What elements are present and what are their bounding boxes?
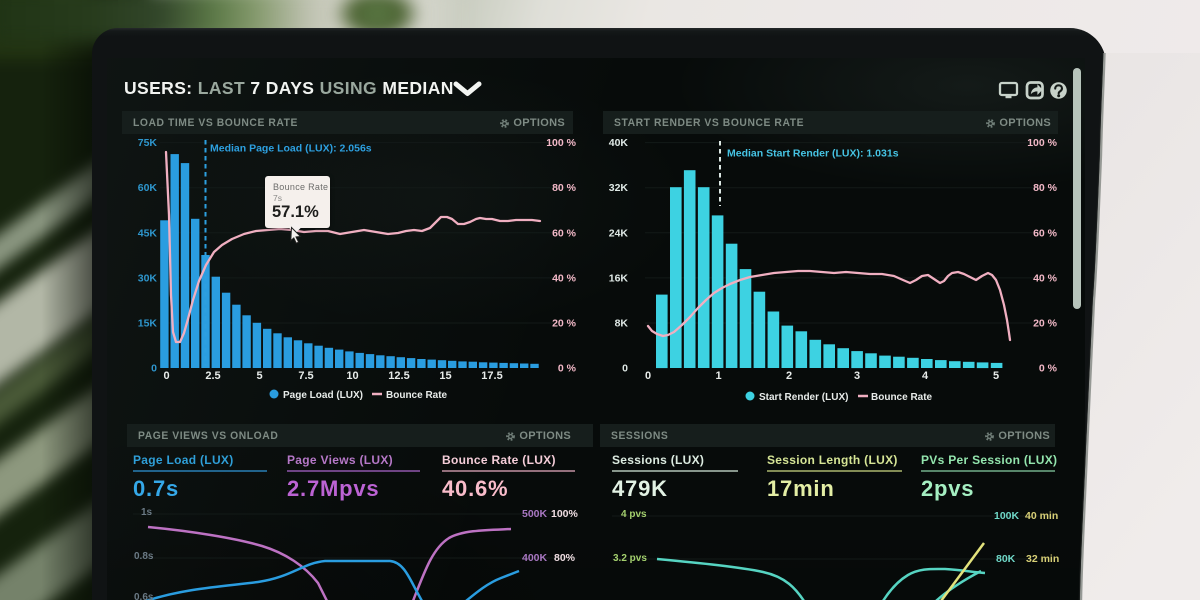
svg-text:0: 0 (645, 370, 651, 382)
svg-text:0 %: 0 % (1039, 363, 1058, 375)
svg-text:60 %: 60 % (552, 227, 577, 239)
svg-text:15: 15 (439, 370, 451, 382)
svg-text:3: 3 (854, 370, 860, 382)
svg-text:7.5: 7.5 (298, 370, 313, 382)
svg-text:0: 0 (151, 363, 157, 375)
svg-text:5: 5 (993, 370, 999, 382)
svg-text:12.5: 12.5 (388, 370, 409, 382)
svg-text:Bounce Rate: Bounce Rate (871, 392, 933, 403)
svg-text:45K: 45K (138, 227, 158, 239)
svg-text:60 %: 60 % (1033, 227, 1058, 239)
svg-text:0 %: 0 % (558, 363, 577, 375)
svg-text:2.5: 2.5 (205, 370, 220, 382)
svg-text:Start Render (LUX): Start Render (LUX) (759, 392, 848, 403)
svg-text:80 %: 80 % (552, 182, 577, 194)
svg-text:5: 5 (256, 370, 262, 382)
svg-text:40K: 40K (609, 137, 629, 149)
svg-text:Median Page Load (LUX): 2.056s: Median Page Load (LUX): 2.056s (210, 143, 372, 155)
svg-text:0: 0 (622, 363, 628, 375)
svg-text:15K: 15K (138, 318, 158, 330)
svg-text:17.5: 17.5 (481, 370, 502, 382)
svg-text:40 %: 40 % (1033, 272, 1058, 284)
svg-text:Page Load (LUX): Page Load (LUX) (283, 390, 363, 401)
svg-text:4: 4 (922, 370, 929, 382)
svg-text:Bounce Rate: Bounce Rate (386, 390, 448, 401)
svg-text:16K: 16K (609, 272, 629, 284)
svg-text:Median Start Render (LUX): 1.0: Median Start Render (LUX): 1.031s (727, 148, 899, 160)
svg-text:80 %: 80 % (1033, 182, 1058, 194)
svg-text:32K: 32K (609, 182, 629, 194)
svg-text:40 %: 40 % (552, 272, 577, 284)
svg-text:1: 1 (715, 370, 721, 382)
svg-text:75K: 75K (138, 137, 158, 149)
svg-text:100 %: 100 % (546, 137, 576, 149)
svg-text:60K: 60K (138, 182, 158, 194)
svg-text:2: 2 (786, 370, 792, 382)
svg-text:0: 0 (163, 370, 169, 382)
svg-text:10: 10 (346, 370, 358, 382)
svg-text:30K: 30K (138, 272, 158, 284)
svg-text:20 %: 20 % (1033, 318, 1058, 330)
svg-text:100 %: 100 % (1027, 137, 1057, 149)
svg-text:24K: 24K (609, 227, 629, 239)
svg-text:20 %: 20 % (552, 318, 577, 330)
svg-text:8K: 8K (615, 318, 629, 330)
